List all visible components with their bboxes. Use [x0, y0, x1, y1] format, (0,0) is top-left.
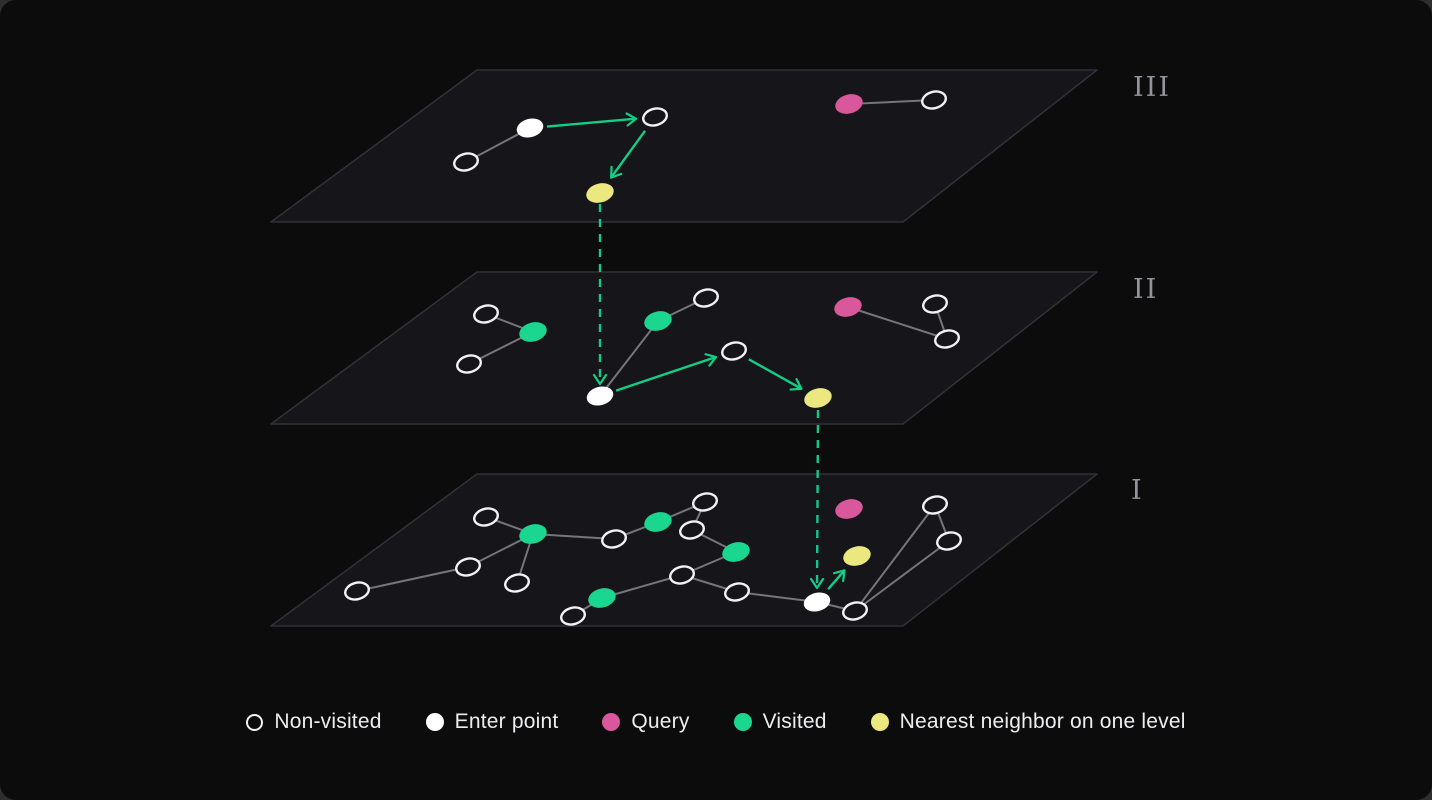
legend-label: Nearest neighbor on one level	[899, 710, 1186, 733]
layer-label-I: I	[1131, 475, 1144, 506]
node-visited	[644, 512, 672, 532]
node-visited	[519, 524, 547, 544]
node-nearest	[843, 546, 871, 566]
legend-label: Visited	[762, 710, 827, 733]
legend: Non-visited Enter point Query Visited Neares…	[0, 710, 1432, 734]
legend-item-visited: Visited	[733, 710, 827, 734]
node-nonvisited	[921, 90, 947, 110]
graph-edge	[854, 540, 950, 612]
graph-edge	[532, 533, 615, 540]
legend-marker-visited	[733, 713, 752, 731]
layer-plane-II	[270, 271, 1098, 425]
node-nonvisited	[504, 573, 530, 593]
layer-label-III: III	[1133, 72, 1171, 103]
graph-edge	[854, 504, 936, 612]
node-nonvisited	[601, 529, 627, 549]
graph-edge	[848, 99, 935, 105]
node-nonvisited	[934, 329, 960, 349]
search-path-arrow	[748, 358, 803, 391]
node-nonvisited	[669, 565, 695, 585]
node-enter	[516, 118, 544, 138]
node-nonvisited	[455, 557, 481, 577]
legend-marker-enter	[425, 713, 444, 731]
legend-marker-query	[602, 713, 621, 731]
legend-item-query: Query	[602, 710, 689, 734]
legend-label: Query	[631, 710, 690, 733]
node-visited	[588, 588, 616, 608]
graph-edge	[356, 566, 469, 592]
legend-item-nonvisited: Non-visited	[246, 710, 381, 734]
node-visited	[519, 322, 547, 342]
node-query	[835, 94, 863, 114]
layer-plane-I	[270, 473, 1098, 627]
node-nonvisited	[679, 520, 705, 540]
node-nonvisited	[692, 492, 718, 512]
search-path-arrow	[610, 130, 647, 179]
node-visited	[722, 542, 750, 562]
legend-marker-nearest	[870, 713, 889, 731]
graph-edge	[847, 306, 948, 340]
node-nonvisited	[642, 107, 668, 127]
node-nonvisited	[560, 606, 586, 626]
legend-item-enter: Enter point	[425, 710, 559, 734]
legend-item-nearest: Nearest neighbor on one level	[870, 710, 1186, 734]
node-nonvisited	[473, 304, 499, 324]
node-nonvisited	[922, 294, 948, 314]
node-nonvisited	[724, 582, 750, 602]
node-nonvisited	[456, 354, 482, 374]
node-nonvisited	[922, 495, 948, 515]
search-path-arrow	[546, 112, 638, 128]
layer-label-II: II	[1133, 274, 1158, 305]
node-nearest	[586, 183, 614, 203]
graph-edge	[736, 591, 818, 603]
legend-label: Enter point	[454, 710, 559, 733]
node-nearest	[804, 388, 832, 408]
search-path-arrow	[615, 353, 718, 392]
node-visited	[644, 311, 672, 331]
search-path-arrow	[827, 569, 846, 590]
legend-label: Non-visited	[274, 710, 382, 733]
legend-marker-nonvisited	[246, 713, 264, 731]
node-enter	[586, 386, 614, 406]
node-nonvisited	[936, 531, 962, 551]
node-nonvisited	[693, 288, 719, 308]
node-nonvisited	[453, 152, 479, 172]
node-query	[834, 297, 862, 317]
layer-plane-III	[270, 69, 1098, 223]
node-enter	[803, 592, 831, 612]
node-nonvisited	[473, 507, 499, 527]
node-nonvisited	[344, 581, 370, 601]
node-query	[835, 499, 863, 519]
node-nonvisited	[721, 341, 747, 361]
graph-edge	[599, 320, 659, 397]
node-nonvisited	[842, 601, 868, 621]
